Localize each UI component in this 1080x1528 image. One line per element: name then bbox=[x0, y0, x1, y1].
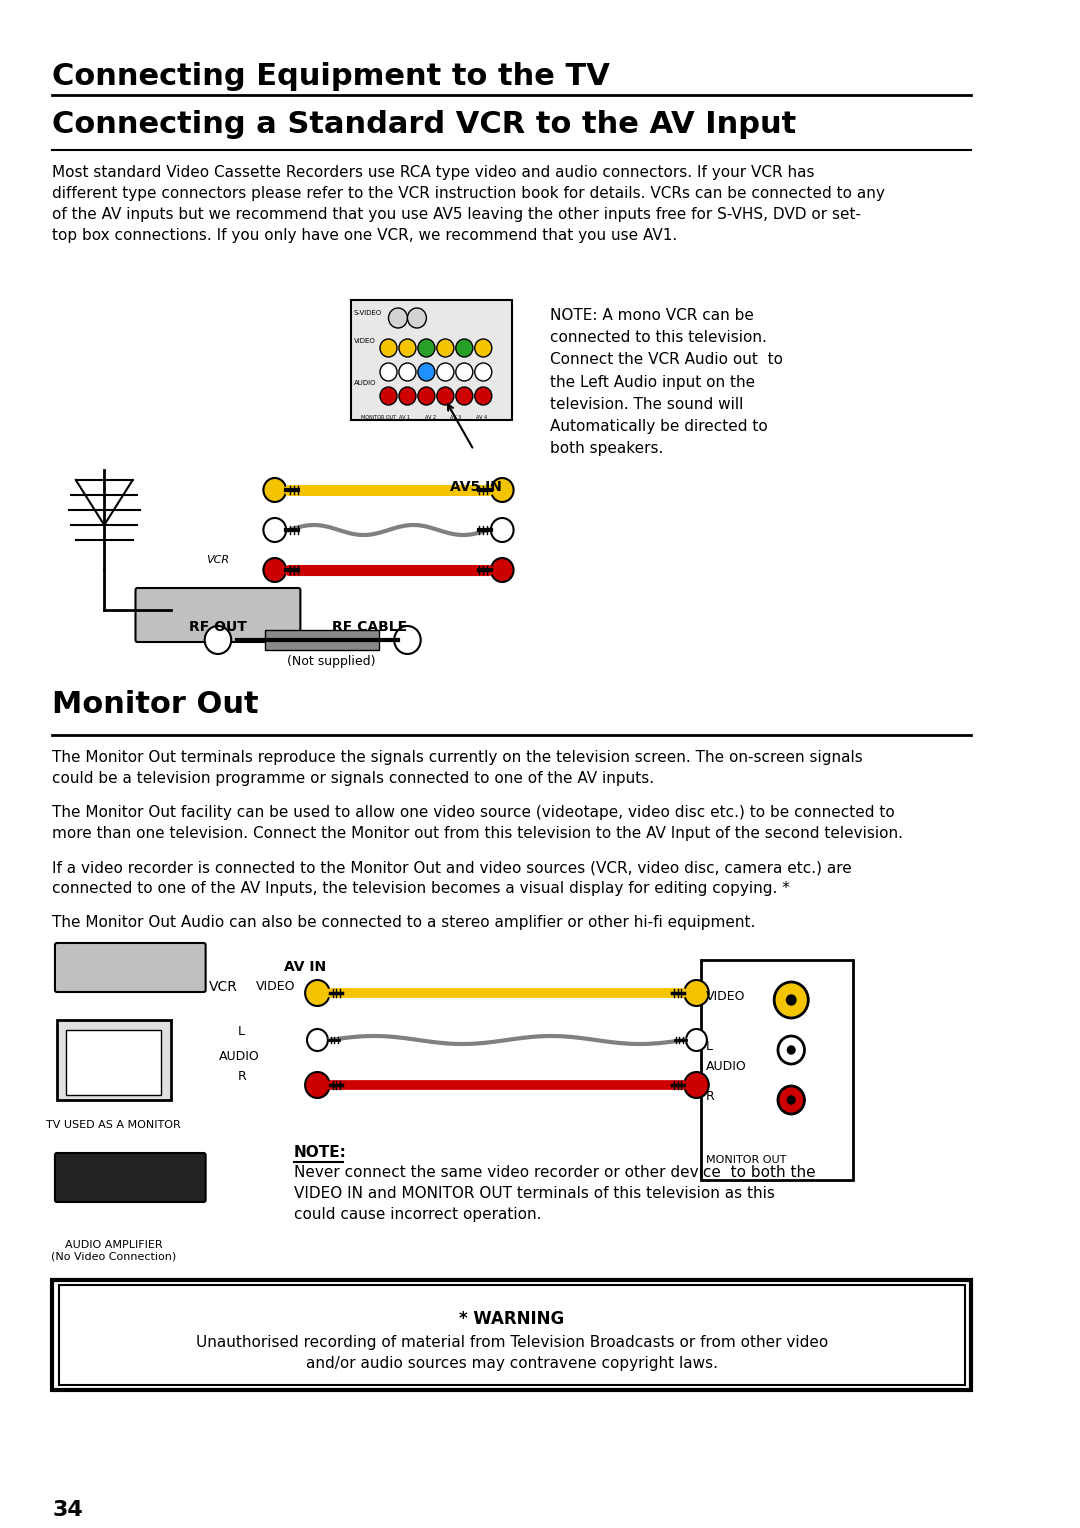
Circle shape bbox=[686, 1028, 707, 1051]
Circle shape bbox=[456, 364, 473, 380]
Circle shape bbox=[778, 1086, 805, 1114]
Circle shape bbox=[418, 339, 435, 358]
Circle shape bbox=[418, 387, 435, 405]
Circle shape bbox=[380, 387, 397, 405]
Text: (Not supplied): (Not supplied) bbox=[287, 656, 376, 668]
Circle shape bbox=[787, 1047, 795, 1054]
Text: VIDEO: VIDEO bbox=[353, 338, 375, 344]
Circle shape bbox=[264, 518, 286, 542]
Circle shape bbox=[456, 387, 473, 405]
Circle shape bbox=[399, 387, 416, 405]
Text: S-VIDEO: S-VIDEO bbox=[353, 310, 381, 316]
Text: Connecting Equipment to the TV: Connecting Equipment to the TV bbox=[52, 63, 610, 92]
Circle shape bbox=[205, 626, 231, 654]
Circle shape bbox=[307, 1028, 328, 1051]
Circle shape bbox=[380, 339, 397, 358]
Circle shape bbox=[436, 339, 454, 358]
Text: MONITOR OUT: MONITOR OUT bbox=[706, 1155, 786, 1164]
Circle shape bbox=[436, 387, 454, 405]
Circle shape bbox=[774, 983, 808, 1018]
Circle shape bbox=[407, 309, 427, 329]
Text: The Monitor Out terminals reproduce the signals currently on the television scre: The Monitor Out terminals reproduce the … bbox=[52, 750, 863, 785]
Text: NOTE: A mono VCR can be
connected to this television.
Connect the VCR Audio out : NOTE: A mono VCR can be connected to thi… bbox=[550, 309, 783, 457]
Circle shape bbox=[490, 478, 514, 503]
Circle shape bbox=[786, 995, 796, 1005]
Text: AUDIO: AUDIO bbox=[353, 380, 376, 387]
FancyBboxPatch shape bbox=[55, 1154, 205, 1203]
Circle shape bbox=[778, 1036, 805, 1063]
Text: VCR: VCR bbox=[206, 555, 230, 565]
Circle shape bbox=[684, 979, 708, 1005]
Text: MONITOR OUT: MONITOR OUT bbox=[362, 416, 396, 420]
Circle shape bbox=[389, 309, 407, 329]
Bar bbox=[266, 630, 379, 649]
Text: 34: 34 bbox=[52, 1500, 83, 1520]
Text: Panasonic: Panasonic bbox=[93, 1215, 135, 1224]
Circle shape bbox=[306, 979, 329, 1005]
FancyBboxPatch shape bbox=[135, 588, 300, 642]
Text: NOTE:: NOTE: bbox=[294, 1144, 347, 1160]
Circle shape bbox=[490, 558, 514, 582]
Text: VIDEO: VIDEO bbox=[256, 979, 295, 993]
Text: R: R bbox=[238, 1070, 246, 1083]
Text: AUDIO AMPLIFIER
(No Video Connection): AUDIO AMPLIFIER (No Video Connection) bbox=[51, 1241, 176, 1262]
Circle shape bbox=[264, 478, 286, 503]
Circle shape bbox=[418, 364, 435, 380]
Text: Unauthorised recording of material from Television Broadcasts or from other vide: Unauthorised recording of material from … bbox=[195, 1335, 827, 1371]
Text: AUDIO: AUDIO bbox=[219, 1050, 260, 1063]
Text: If a video recorder is connected to the Monitor Out and video sources (VCR, vide: If a video recorder is connected to the … bbox=[52, 860, 852, 895]
Text: L: L bbox=[238, 1025, 245, 1038]
Circle shape bbox=[394, 626, 421, 654]
Circle shape bbox=[456, 339, 473, 358]
Text: Most standard Video Cassette Recorders use RCA type video and audio connectors. : Most standard Video Cassette Recorders u… bbox=[52, 165, 885, 243]
Text: Never connect the same video recorder or other device  to both the
VIDEO IN and : Never connect the same video recorder or… bbox=[294, 1164, 815, 1222]
Text: AV IN: AV IN bbox=[284, 960, 326, 973]
Circle shape bbox=[475, 387, 491, 405]
Text: Connecting a Standard VCR to the AV Input: Connecting a Standard VCR to the AV Inpu… bbox=[52, 110, 796, 139]
Text: R: R bbox=[706, 1089, 715, 1103]
Text: RF OUT: RF OUT bbox=[189, 620, 247, 634]
Text: AV 1: AV 1 bbox=[399, 416, 410, 420]
Bar bbox=[52, 1280, 971, 1390]
Text: RF CABLE: RF CABLE bbox=[332, 620, 407, 634]
Circle shape bbox=[787, 1096, 795, 1105]
Circle shape bbox=[475, 339, 491, 358]
Text: The Monitor Out Audio can also be connected to a stereo amplifier or other hi-fi: The Monitor Out Audio can also be connec… bbox=[52, 915, 756, 931]
Text: The Monitor Out facility can be used to allow one video source (videotape, video: The Monitor Out facility can be used to … bbox=[52, 805, 903, 840]
Text: AUDIO: AUDIO bbox=[706, 1060, 746, 1073]
Bar bbox=[351, 299, 512, 420]
Circle shape bbox=[306, 1073, 329, 1099]
Text: AV 4: AV 4 bbox=[476, 416, 487, 420]
FancyBboxPatch shape bbox=[55, 943, 205, 992]
Bar bbox=[701, 960, 853, 1180]
Text: L: L bbox=[706, 1041, 713, 1053]
Text: AV5 IN: AV5 IN bbox=[450, 480, 502, 494]
Circle shape bbox=[264, 558, 286, 582]
Text: Monitor Out: Monitor Out bbox=[52, 691, 259, 720]
Text: AV 2: AV 2 bbox=[424, 416, 435, 420]
Text: * WARNING: * WARNING bbox=[459, 1309, 565, 1328]
Circle shape bbox=[380, 364, 397, 380]
Text: VCR: VCR bbox=[208, 979, 238, 995]
Bar bbox=[57, 1021, 171, 1100]
Circle shape bbox=[436, 364, 454, 380]
Circle shape bbox=[399, 339, 416, 358]
Circle shape bbox=[399, 364, 416, 380]
Text: TV USED AS A MONITOR: TV USED AS A MONITOR bbox=[46, 1120, 181, 1131]
Text: VIDEO: VIDEO bbox=[706, 990, 745, 1002]
Circle shape bbox=[475, 364, 491, 380]
Text: AV 3: AV 3 bbox=[450, 416, 461, 420]
Circle shape bbox=[490, 518, 514, 542]
Bar bbox=[58, 1285, 964, 1384]
Bar bbox=[66, 1030, 161, 1096]
Circle shape bbox=[684, 1073, 708, 1099]
